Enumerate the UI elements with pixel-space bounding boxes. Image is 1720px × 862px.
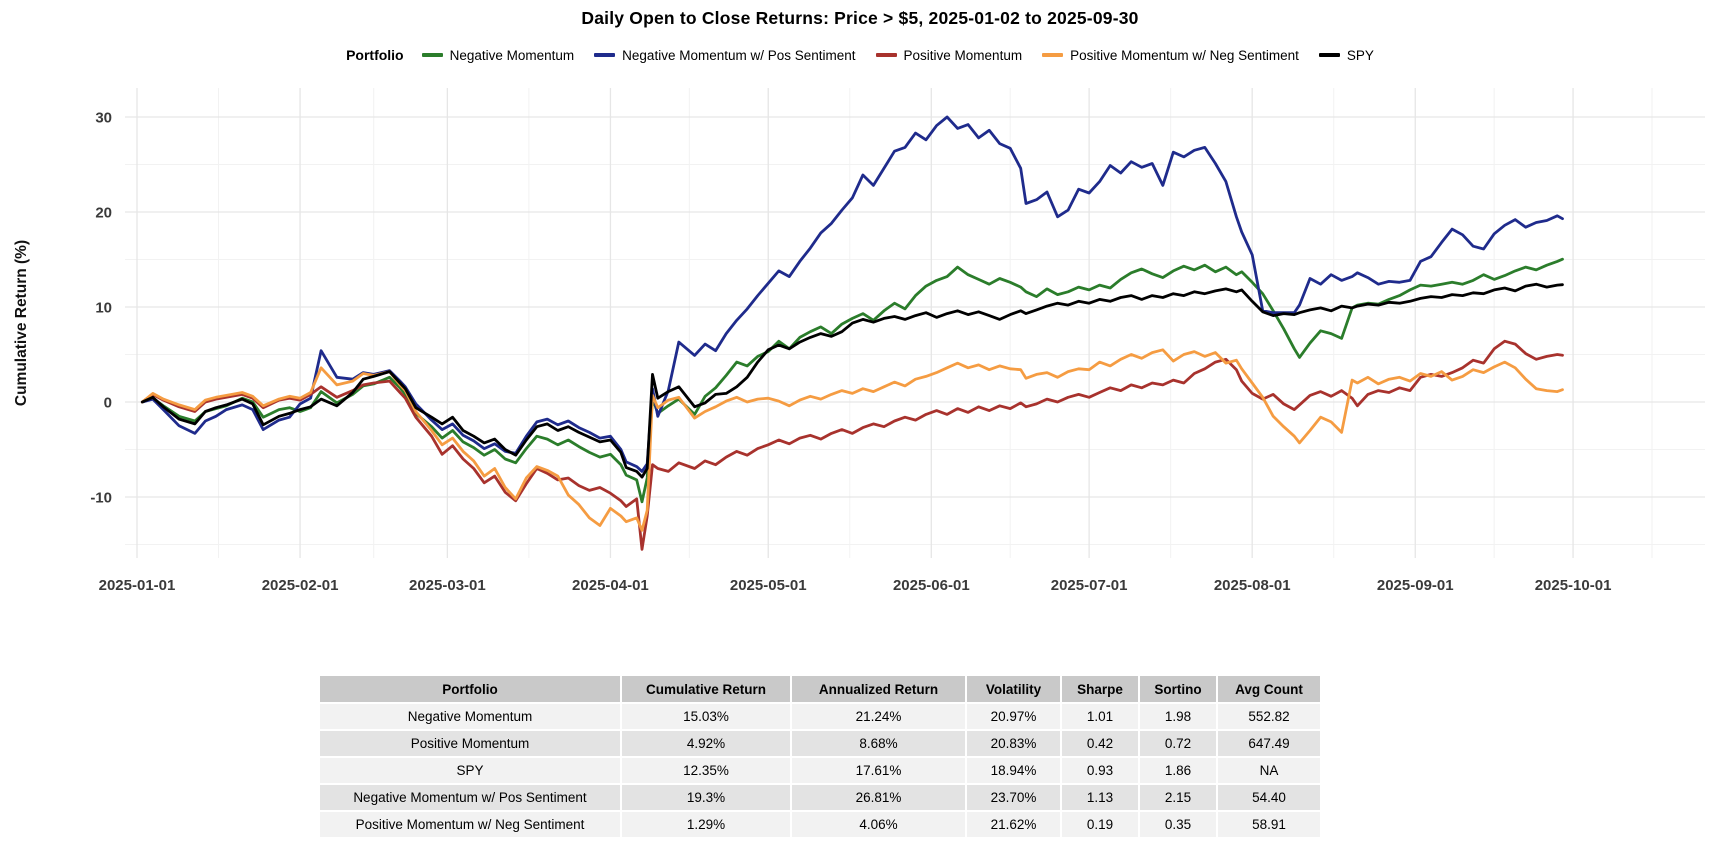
table-header-cell: Volatility (967, 676, 1060, 702)
table-cell: 23.70% (967, 785, 1060, 810)
x-tick-label: 2025-08-01 (1214, 577, 1291, 594)
x-tick-label: 2025-10-01 (1535, 577, 1612, 594)
table-cell: 19.3% (622, 785, 790, 810)
table-cell: Positive Momentum w/ Neg Sentiment (320, 812, 620, 837)
y-tick-label: 30 (95, 110, 112, 127)
table-cell: 1.29% (622, 812, 790, 837)
legend-item-4: SPY (1318, 47, 1374, 63)
summary-table-header: Portfolio Cumulative Return Annualized Ret… (320, 676, 1320, 702)
table-cell: 15.03% (622, 704, 790, 729)
legend-label: Negative Momentum w/ Pos Sentiment (622, 47, 856, 63)
table-cell: NA (1218, 758, 1320, 783)
table-cell: Positive Momentum (320, 731, 620, 756)
plot-area: 30 20 10 0 -10 2025-01-01 2025-02-01 2025-03-01… (13, 88, 1705, 594)
table-cell: 4.92% (622, 731, 790, 756)
table-cell: 20.83% (967, 731, 1060, 756)
legend-item-3: Positive Momentum w/ Neg Sentiment (1042, 48, 1299, 63)
legend-label: Negative Momentum (449, 47, 575, 63)
table-cell: 58.91 (1218, 812, 1320, 837)
table-row: SPY 12.35% 17.61% 18.94% 0.93 1.86 NA (320, 758, 1320, 783)
table-cell: Negative Momentum (320, 704, 620, 729)
table-cell: 0.93 (1062, 758, 1138, 783)
table-header-cell: Portfolio (320, 676, 620, 702)
x-tick-label: 2025-06-01 (893, 577, 970, 594)
table-cell: 21.62% (967, 812, 1060, 837)
y-tick-label: 20 (95, 205, 112, 222)
table-cell: 12.35% (622, 758, 790, 783)
table-cell: SPY (320, 758, 620, 783)
y-tick-label: 0 (104, 395, 112, 412)
summary-table-body: Negative Momentum 15.03% 21.24% 20.97% 1.01 1… (320, 704, 1320, 837)
x-tick-label: 2025-01-01 (99, 577, 176, 594)
table-cell: 1.98 (1140, 704, 1216, 729)
table-cell: 2.15 (1140, 785, 1216, 810)
series-line-spy (140, 282, 1564, 479)
y-axis-title: Cumulative Return (%) (13, 240, 30, 406)
table-row: Positive Momentum w/ Neg Sentiment 1.29% 4… (320, 812, 1320, 837)
legend-label: SPY (1346, 47, 1374, 63)
chart-legend: Portfolio Negative Momentum Negative Mome… (0, 47, 1720, 63)
table-cell: 17.61% (792, 758, 965, 783)
table-header-cell: Sharpe (1062, 676, 1138, 702)
legend-label: Positive Momentum (903, 47, 1023, 63)
table-cell: 8.68% (792, 731, 965, 756)
chart-title: Daily Open to Close Returns: Price > $5,… (581, 8, 1139, 28)
table-cell: 26.81% (792, 785, 965, 810)
table-cell: 4.06% (792, 812, 965, 837)
x-tick-label: 2025-07-01 (1051, 577, 1128, 594)
table-cell: Negative Momentum w/ Pos Sentiment (320, 785, 620, 810)
table-cell: 0.42 (1062, 731, 1138, 756)
x-tick-label: 2025-02-01 (262, 577, 339, 594)
y-tick-label: -10 (90, 490, 112, 507)
table-cell: 0.72 (1140, 731, 1216, 756)
table-cell: 1.01 (1062, 704, 1138, 729)
table-cell: 1.86 (1140, 758, 1216, 783)
table-cell: 21.24% (792, 704, 965, 729)
legend-swatch-icon (875, 53, 897, 57)
legend-swatch-icon (594, 53, 616, 57)
x-tick-label: 2025-03-01 (409, 577, 486, 594)
table-header-cell: Cumulative Return (622, 676, 790, 702)
table-header-row: Portfolio Cumulative Return Annualized Ret… (320, 676, 1320, 702)
table-cell: 20.97% (967, 704, 1060, 729)
table-cell: 552.82 (1218, 704, 1320, 729)
legend-title: Portfolio (346, 47, 404, 63)
table-row: Negative Momentum w/ Pos Sentiment 19.3% 2… (320, 785, 1320, 810)
legend-label: Positive Momentum w/ Neg Sentiment (1070, 47, 1299, 63)
table-cell: 18.94% (967, 758, 1060, 783)
summary-table: Portfolio Cumulative Return Annualized Ret… (318, 674, 1322, 839)
table-header-cell: Annualized Return (792, 676, 965, 702)
table-cell: 1.13 (1062, 785, 1138, 810)
x-tick-label: 2025-04-01 (572, 577, 649, 594)
x-tick-label: 2025-05-01 (730, 577, 807, 594)
x-tick-label: 2025-09-01 (1377, 577, 1454, 594)
table-header-cell: Sortino (1140, 676, 1216, 702)
series-line-negative-momentum-w-pos-sentiment (140, 115, 1564, 473)
legend-item-0: Negative Momentum (421, 47, 575, 63)
legend-swatch-icon (1042, 53, 1064, 57)
y-tick-label: 10 (95, 300, 112, 317)
table-row: Positive Momentum 4.92% 8.68% 20.83% 0.42 0.7… (320, 731, 1320, 756)
table-cell: 0.19 (1062, 812, 1138, 837)
legend-swatch-icon (1318, 53, 1340, 57)
series-line-positive-momentum (140, 339, 1564, 551)
table-header-cell: Avg Count (1218, 676, 1320, 702)
legend-item-1: Negative Momentum w/ Pos Sentiment (594, 47, 856, 63)
table-row: Negative Momentum 15.03% 21.24% 20.97% 1.01 1… (320, 704, 1320, 729)
legend-swatch-icon (421, 53, 443, 57)
legend-item-2: Positive Momentum (875, 47, 1023, 63)
table-cell: 647.49 (1218, 731, 1320, 756)
table-cell: 54.40 (1218, 785, 1320, 810)
series-line-positive-momentum-w-neg-sentiment (140, 348, 1564, 532)
table-cell: 0.35 (1140, 812, 1216, 837)
